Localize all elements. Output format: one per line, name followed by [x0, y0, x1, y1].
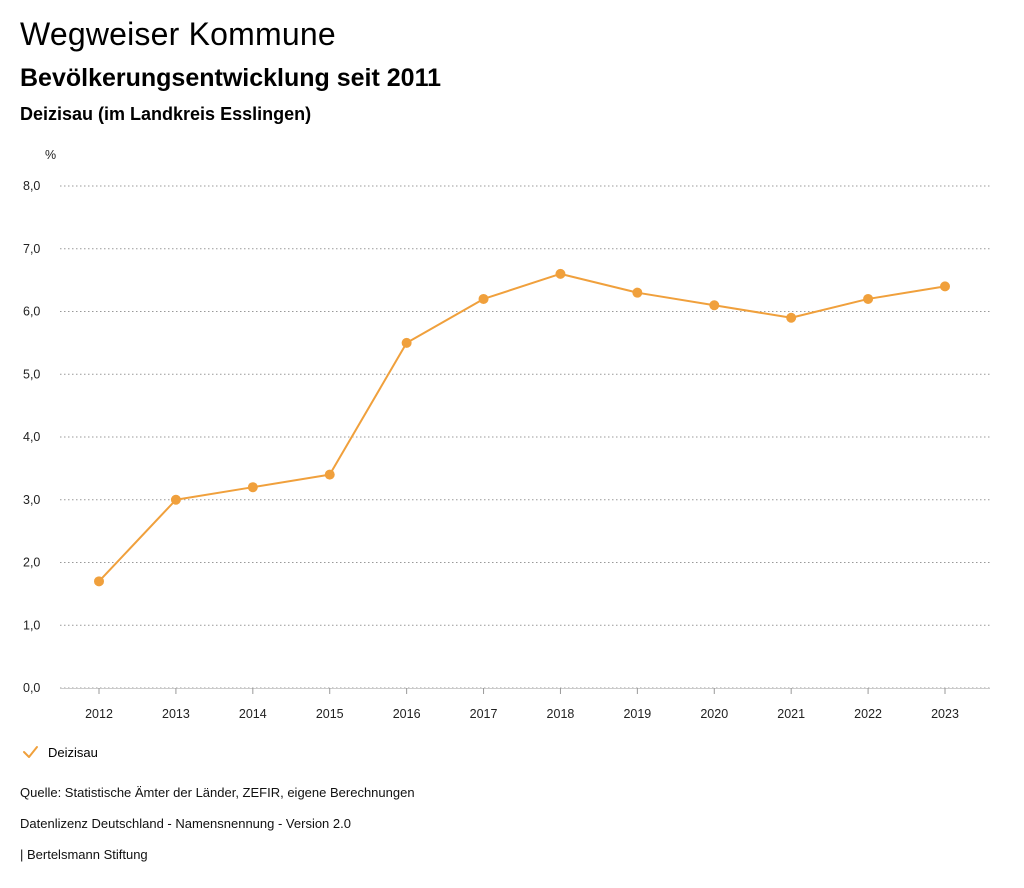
data-point [247, 482, 258, 493]
legend-label: Deizisau [48, 744, 98, 760]
x-tick-label: 2014 [239, 707, 267, 721]
data-point [324, 469, 335, 480]
source-note: Quelle: Statistische Ämter der Länder, Z… [20, 785, 415, 800]
data-point [786, 312, 797, 323]
line-chart: % 0,01,02,03,04,05,06,07,08,0 2012 2013 20… [23, 148, 990, 721]
x-tick-label: 2017 [470, 707, 498, 721]
chart-grid [60, 185, 990, 689]
data-point [632, 287, 643, 298]
y-tick-label: 8,0 [23, 179, 40, 193]
y-axis-ticks: 0,0 1,0 2,0 3,0 4,0 5,0 6,0 7,0 8,0 [23, 179, 40, 695]
x-tick-label: 2019 [623, 707, 651, 721]
region-label: Deizisau (im Landkreis Esslingen) [20, 104, 312, 124]
x-tick-label: 2018 [547, 707, 575, 721]
data-point [401, 337, 412, 348]
y-tick-label: 3,0 [23, 493, 40, 507]
x-tick-label: 2021 [777, 707, 805, 721]
page-title: Wegweiser Kommune [20, 16, 336, 52]
x-tick-label: 2013 [162, 707, 190, 721]
data-point [709, 300, 720, 311]
data-point [940, 281, 950, 292]
x-tick-label: 2020 [700, 707, 728, 721]
series-line [98, 272, 946, 583]
data-point [555, 268, 566, 279]
y-tick-label: 7,0 [23, 242, 40, 256]
legend-check-icon [23, 746, 38, 758]
y-axis-unit: % [45, 148, 56, 162]
data-point [170, 494, 181, 505]
y-tick-label: 5,0 [23, 367, 40, 381]
license-note: Datenlizenz Deutschland - Namensnennung … [20, 816, 351, 831]
x-tick-label: 2015 [316, 707, 344, 721]
x-tick-label: 2023 [931, 707, 959, 721]
x-tick-label: 2016 [393, 707, 421, 721]
data-point [478, 293, 489, 304]
x-tick-label: 2022 [854, 707, 882, 721]
data-point [94, 576, 104, 587]
brand-note: | Bertelsmann Stiftung [20, 847, 148, 862]
y-tick-label: 0,0 [23, 681, 40, 695]
data-point [863, 293, 874, 304]
chart-legend[interactable]: Deizisau [20, 744, 98, 760]
x-tick-label: 2012 [85, 707, 113, 721]
y-tick-label: 6,0 [23, 305, 40, 319]
chart-series [94, 268, 950, 587]
y-tick-label: 2,0 [23, 556, 40, 570]
chart-subtitle: Bevölkerungsentwicklung seit 2011 [20, 64, 441, 92]
y-tick-label: 1,0 [23, 618, 40, 632]
y-tick-label: 4,0 [23, 430, 40, 444]
x-axis: 2012 2013 2014 2015 2016 2017 2018 2019 2020 2021… [60, 688, 990, 721]
